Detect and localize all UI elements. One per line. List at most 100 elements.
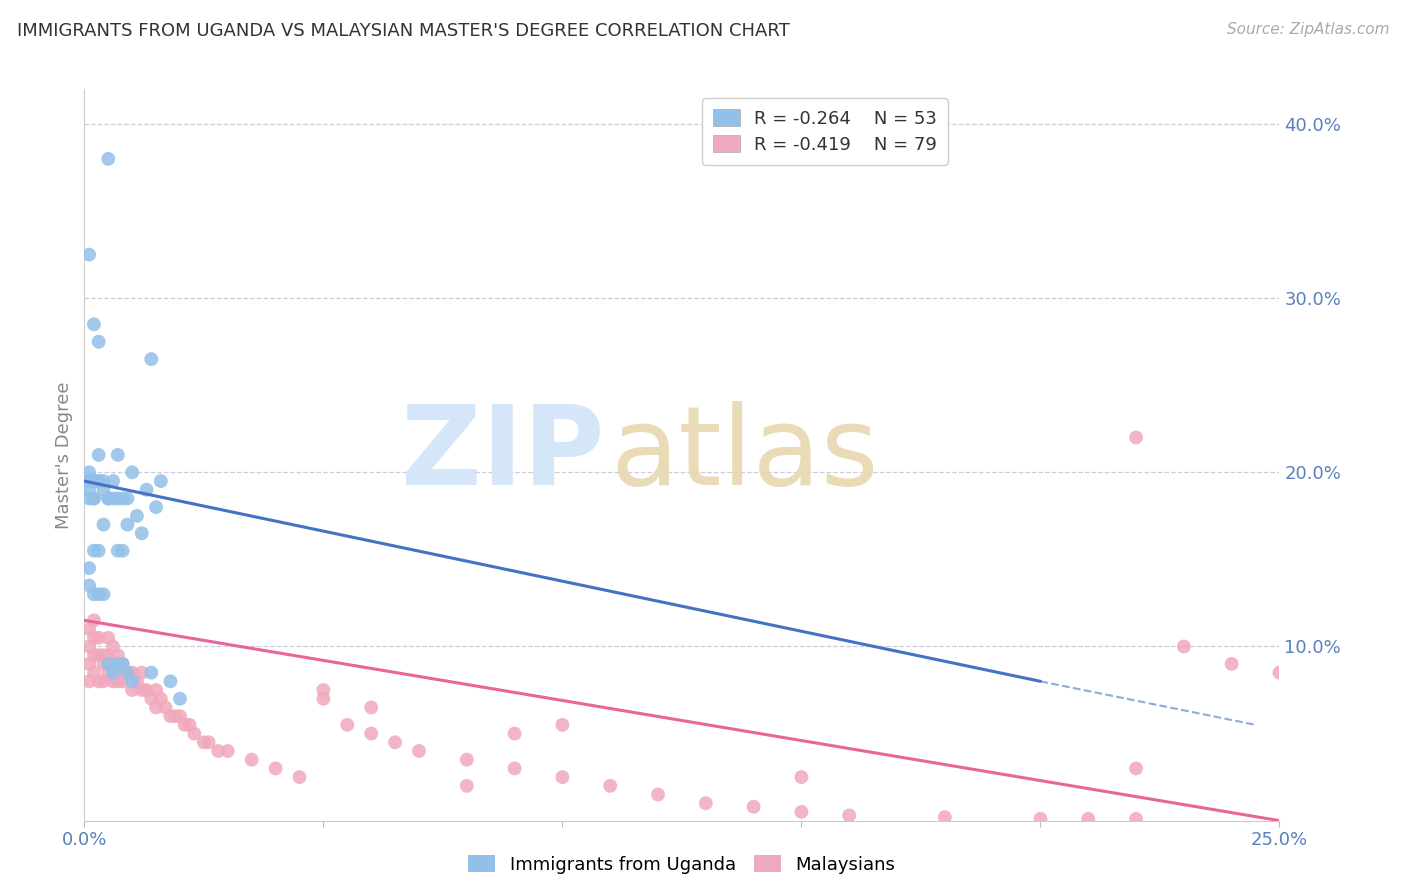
Point (87, 474, 110, 488)
Point (83, 491, 105, 506)
Point (1173, 640, 1195, 654)
Point (121, 674, 143, 689)
Point (107, 543, 129, 558)
Point (107, 448, 129, 462)
Point (207, 744, 229, 758)
Point (695, 796, 717, 810)
Point (101, 640, 124, 654)
Point (121, 466, 143, 480)
Point (97, 665, 120, 680)
Point (83, 587, 105, 601)
Point (97, 657, 120, 671)
Point (131, 683, 153, 698)
Point (125, 508, 148, 523)
Point (173, 718, 195, 732)
Point (312, 683, 335, 698)
Point (111, 657, 134, 671)
Point (135, 683, 157, 698)
Point (111, 657, 134, 671)
Point (1268, 665, 1291, 680)
Point (77, 474, 100, 488)
Point (101, 657, 124, 671)
Point (141, 665, 163, 680)
Point (77, 622, 100, 636)
Point (87, 334, 110, 349)
Point (87, 587, 110, 601)
Point (101, 665, 124, 680)
Point (131, 526, 153, 541)
Point (934, 810, 956, 824)
Point (87, 448, 110, 462)
Point (264, 761, 287, 775)
Point (1125, 430, 1147, 444)
Point (647, 788, 669, 802)
Point (288, 770, 311, 784)
Point (145, 500, 167, 515)
Point (93, 657, 115, 671)
Point (107, 648, 129, 663)
Point (87, 543, 110, 558)
Point (360, 726, 382, 740)
Point (240, 753, 263, 767)
Point (503, 726, 526, 740)
Point (117, 517, 139, 532)
Point (165, 709, 187, 723)
Point (93, 517, 115, 532)
Point (121, 683, 143, 698)
Point (117, 491, 139, 506)
Point (87, 474, 110, 488)
Point (159, 674, 181, 689)
Point (77, 657, 100, 671)
Point (149, 474, 172, 488)
Point (87, 631, 110, 645)
Point (101, 474, 124, 488)
Point (1029, 812, 1052, 826)
Point (742, 799, 765, 814)
Point (97, 648, 120, 663)
Point (77, 674, 100, 689)
Point (121, 665, 143, 680)
Point (83, 631, 105, 645)
Point (83, 543, 105, 558)
Point (169, 709, 191, 723)
Point (83, 318, 105, 332)
Point (93, 648, 115, 663)
Point (107, 491, 129, 506)
Point (77, 561, 100, 575)
Point (83, 648, 105, 663)
Point (97, 152, 120, 166)
Point (1077, 812, 1099, 826)
Point (83, 665, 105, 680)
Point (551, 718, 574, 732)
Point (93, 474, 115, 488)
Point (117, 665, 139, 680)
Point (169, 691, 191, 706)
Point (790, 770, 813, 784)
Point (141, 691, 163, 706)
Point (111, 543, 134, 558)
Point (97, 491, 120, 506)
Point (456, 753, 478, 767)
Point (117, 665, 139, 680)
Point (83, 474, 105, 488)
Point (145, 700, 167, 714)
Point (149, 691, 172, 706)
Point (107, 657, 129, 671)
Point (197, 735, 219, 749)
Point (77, 474, 100, 488)
Point (193, 735, 215, 749)
Point (83, 613, 105, 627)
Point (77, 466, 100, 480)
Point (790, 805, 813, 819)
Point (183, 726, 205, 740)
Point (131, 665, 153, 680)
Point (599, 779, 621, 793)
Point (145, 683, 167, 698)
Point (1125, 812, 1147, 826)
Point (179, 718, 201, 732)
Point (336, 718, 359, 732)
Point (838, 808, 860, 822)
Point (77, 483, 100, 497)
Point (83, 474, 105, 488)
Point (503, 761, 526, 775)
